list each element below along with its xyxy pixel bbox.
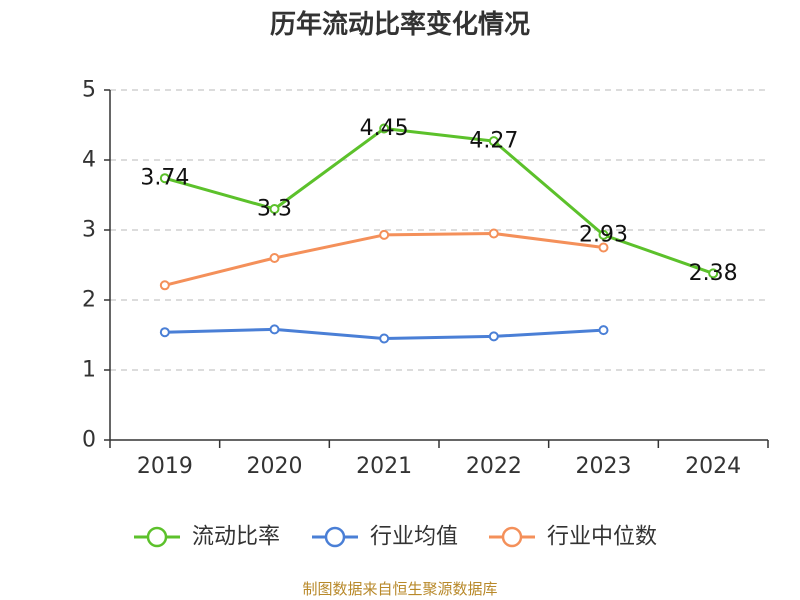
axes: 0 1 2 3 4 5 2019 2020 2021 2022 2023 2024 [82, 78, 769, 479]
data-point [379, 229, 390, 240]
x-tick-label: 2023 [576, 454, 632, 479]
legend-marker-icon [324, 526, 346, 548]
data-point [379, 333, 390, 344]
data-point [159, 327, 170, 338]
x-tick-label: 2024 [685, 454, 741, 479]
y-tick-label: 1 [82, 358, 96, 383]
chart-title: 历年流动比率变化情况 [269, 10, 530, 40]
y-tick-label: 4 [82, 148, 96, 173]
data-label: 4.45 [360, 116, 409, 141]
y-tick-label: 2 [82, 288, 96, 313]
legend-label: 行业均值 [370, 525, 458, 550]
data-point [488, 136, 499, 147]
x-tick-label: 2021 [356, 454, 412, 479]
data-point [598, 229, 609, 240]
y-tick-label: 3 [82, 218, 96, 243]
legend: 流动比率 行业均值 行业中位数 [134, 525, 657, 550]
series-line [164, 232, 604, 287]
data-label: 3.3 [257, 197, 292, 222]
x-tick-label: 2019 [137, 454, 193, 479]
data-label: 3.74 [140, 166, 189, 191]
data-point [598, 325, 609, 336]
data-label: 2.93 [579, 222, 628, 247]
x-tick-label: 2020 [247, 454, 303, 479]
data-point [708, 268, 719, 279]
data-point [488, 331, 499, 342]
series-line [164, 127, 714, 275]
data-point [269, 253, 280, 263]
data-label: 2.38 [689, 261, 738, 286]
data-point [598, 242, 609, 253]
y-tick-label: 0 [82, 428, 96, 453]
data-labels: 3.74 3.3 4.45 4.27 2.93 2.38 [140, 116, 737, 286]
legend-marker-icon [501, 526, 523, 548]
data-point [159, 173, 170, 184]
x-tick-label: 2022 [466, 454, 522, 479]
data-point [488, 228, 499, 239]
data-point [159, 280, 170, 291]
data-point [269, 324, 280, 335]
data-point [379, 123, 390, 134]
series [159, 123, 719, 344]
legend-marker-icon [146, 526, 168, 548]
data-point [269, 204, 280, 214]
data-label: 4.27 [469, 129, 518, 154]
legend-label: 行业中位数 [547, 525, 657, 550]
source-note: 制图数据来自恒生聚源数据库 [302, 580, 498, 598]
grid-lines [110, 89, 768, 371]
legend-label: 流动比率 [192, 525, 280, 550]
y-tick-label: 5 [82, 78, 96, 103]
